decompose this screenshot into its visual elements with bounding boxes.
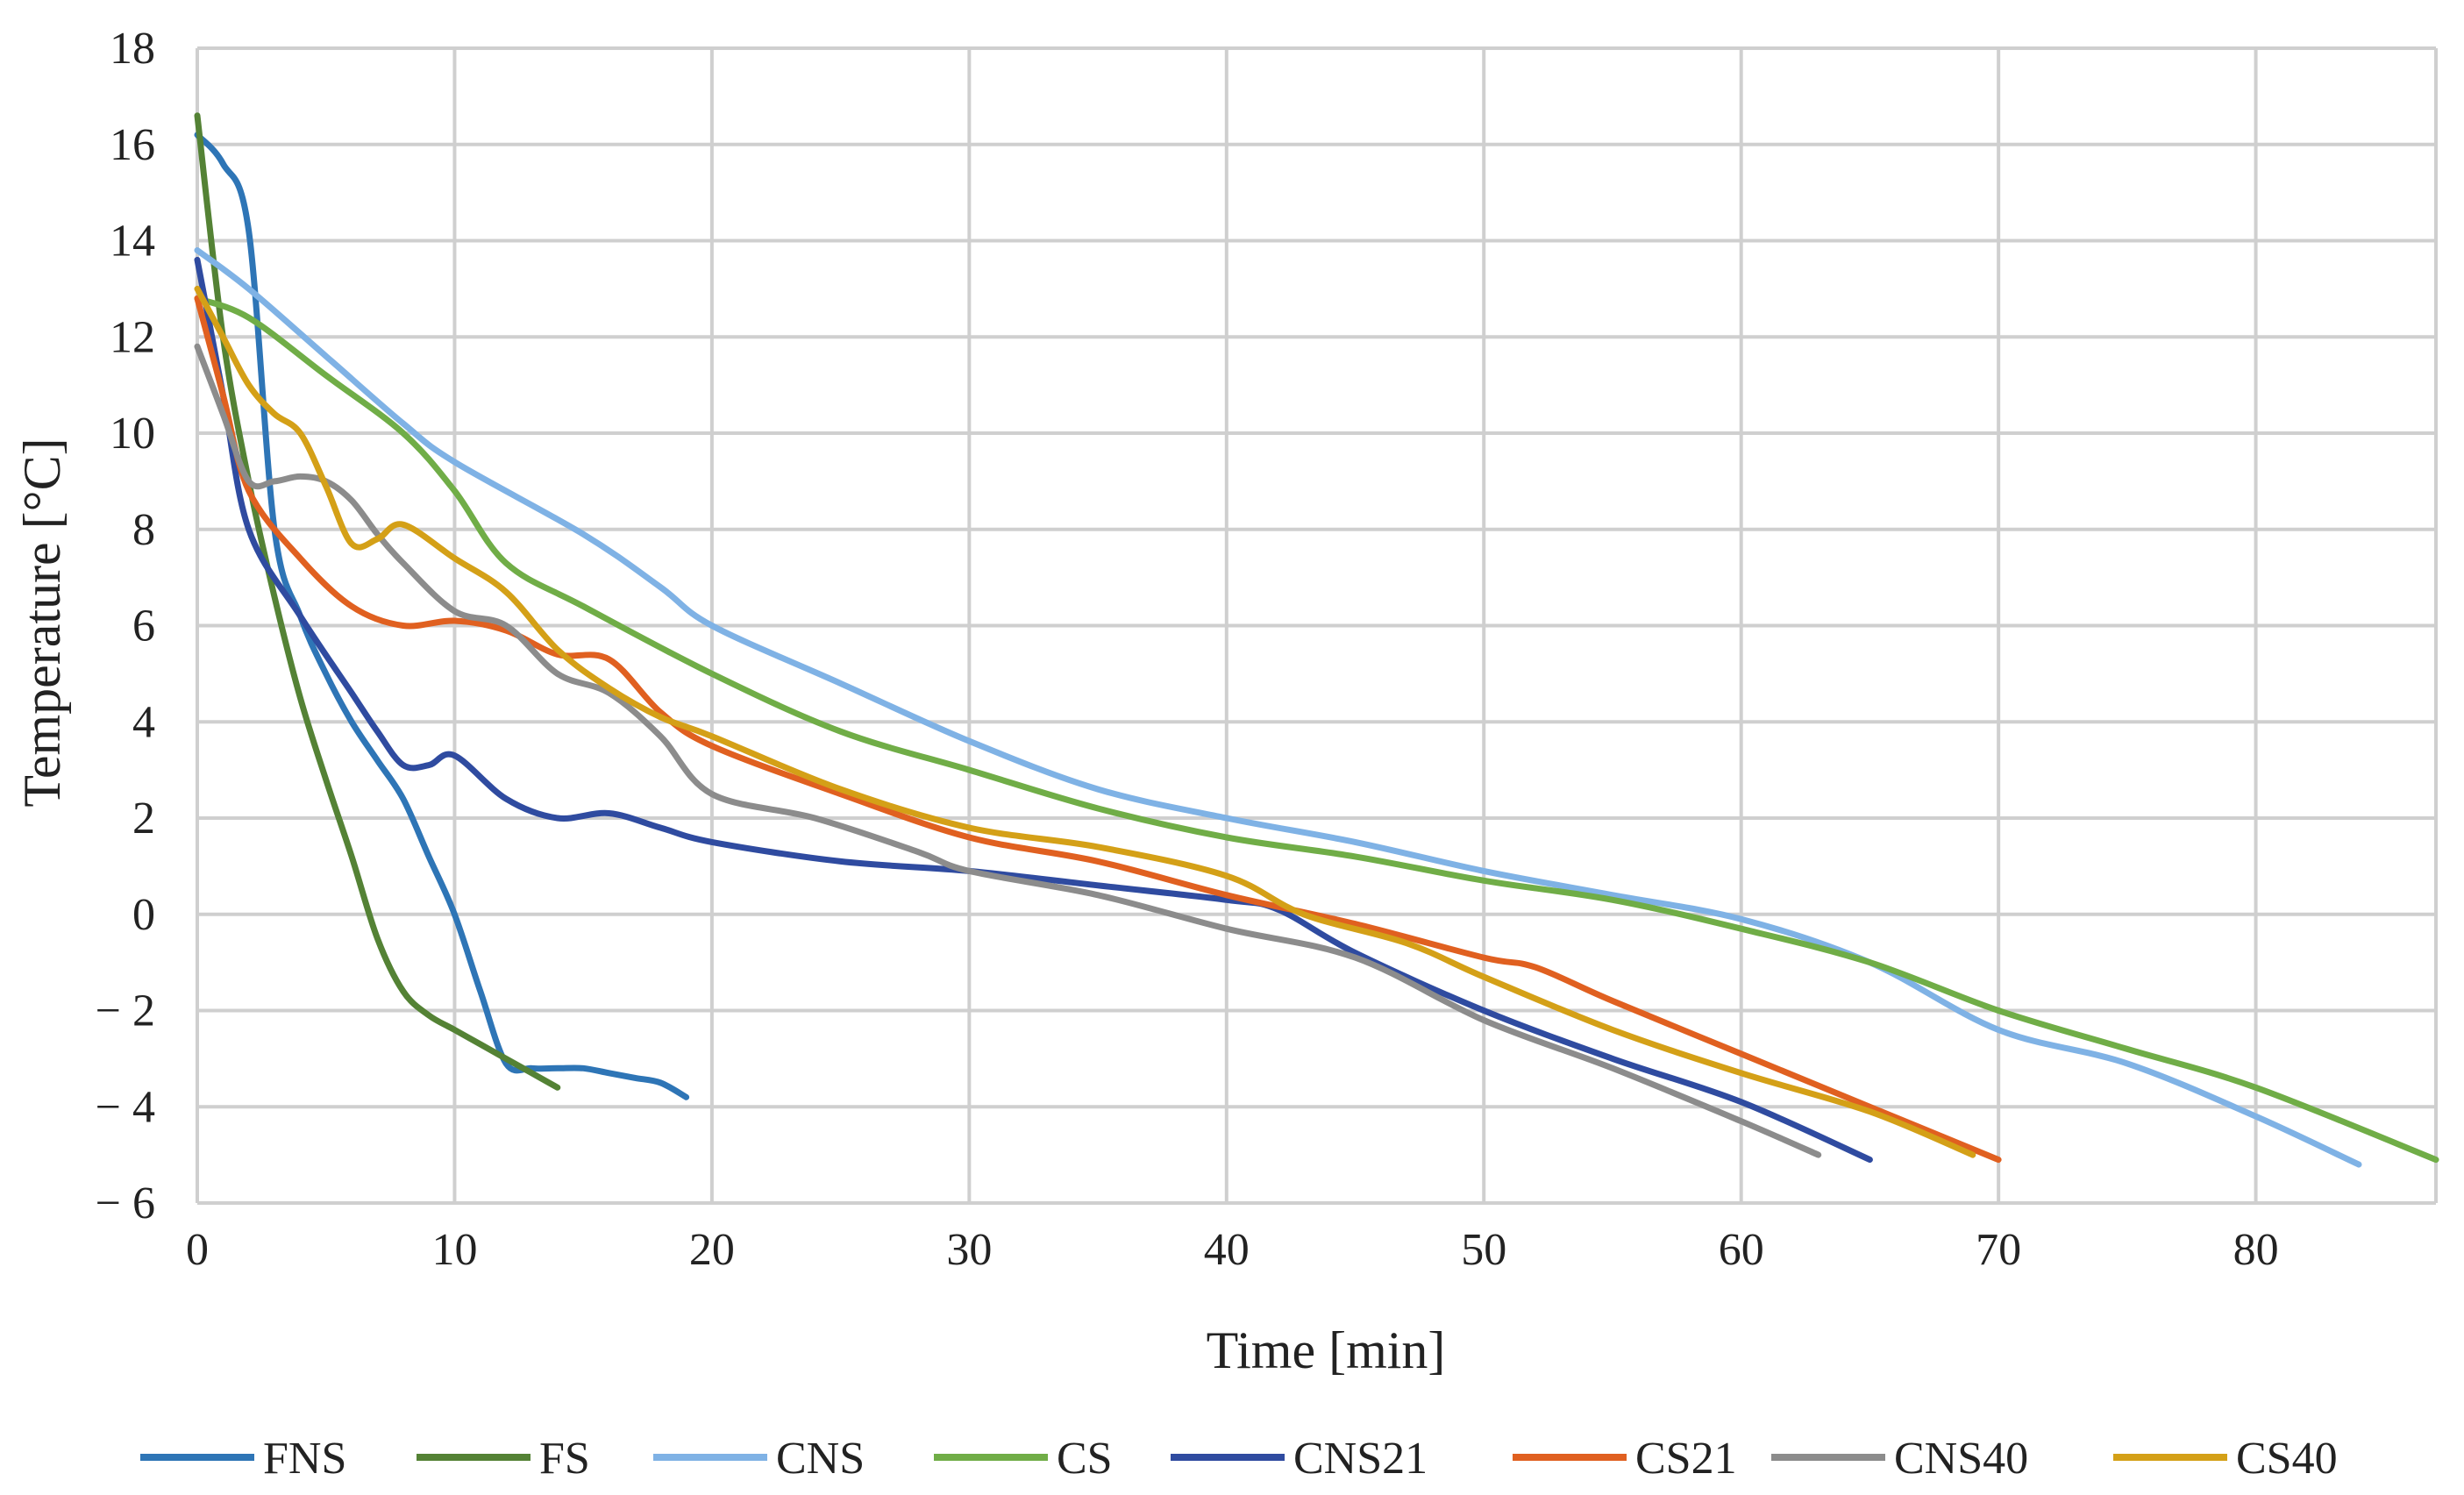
y-tick-label: − 4 [96, 1082, 155, 1132]
y-tick-label: 0 [132, 890, 155, 940]
legend-label-fns: FNS [263, 1434, 346, 1484]
x-axis-title: Time [min] [1207, 1321, 1446, 1379]
series-line-cns [194, 247, 2362, 1168]
series-line-cs40 [194, 285, 1976, 1158]
legend-label-cns: CNS [776, 1434, 865, 1484]
legend-label-cns40: CNS40 [1894, 1434, 2028, 1484]
y-tick-label: − 2 [96, 986, 155, 1036]
x-tick-label: 0 [186, 1225, 209, 1275]
y-tick-label: 14 [110, 217, 155, 267]
x-tick-label: 50 [1461, 1225, 1506, 1275]
y-tick-label: 12 [110, 312, 155, 362]
y-tick-label: − 6 [96, 1178, 155, 1228]
y-tick-label: 2 [132, 794, 155, 844]
x-tick-label: 60 [1719, 1225, 1764, 1275]
x-tick-label: 80 [2233, 1225, 2279, 1275]
x-tick-label: 30 [946, 1225, 992, 1275]
series-lines [194, 112, 2439, 1168]
series-line-cns40 [194, 343, 1822, 1158]
y-axis-title: Temperature [°C] [13, 438, 71, 807]
legend-label-cs: CS [1057, 1434, 1113, 1484]
y-axis-ticks: 18 16 14 12 10 8 6 4 2 0 − 2 − 4 − 6 [96, 24, 155, 1228]
grid [196, 46, 2438, 1205]
series-line-cns21 [194, 256, 1873, 1164]
legend-label-cs21: CS21 [1635, 1434, 1737, 1484]
y-tick-label: 6 [132, 602, 155, 651]
y-tick-label: 10 [110, 409, 155, 459]
legend-label-cs40: CS40 [2236, 1434, 2338, 1484]
series-line-fs [194, 112, 561, 1091]
legend: FNS FS CNS CS CNS21 CS21 CNS40 CS40 [140, 1434, 2338, 1484]
x-tick-label: 40 [1204, 1225, 1250, 1275]
x-axis-ticks: 0 10 20 30 40 50 60 70 80 [186, 1225, 2279, 1275]
x-tick-label: 70 [1976, 1225, 2021, 1275]
y-tick-label: 8 [132, 505, 155, 555]
x-tick-label: 10 [431, 1225, 477, 1275]
y-tick-label: 16 [110, 120, 155, 170]
legend-label-fs: FS [539, 1434, 590, 1484]
x-tick-label: 20 [689, 1225, 735, 1275]
y-tick-label: 4 [132, 697, 155, 747]
series-line-cs [194, 295, 2439, 1164]
series-line-fns [194, 132, 690, 1100]
y-tick-label: 18 [110, 24, 155, 74]
series-line-cs21 [194, 295, 2002, 1164]
legend-label-cns21: CNS21 [1293, 1434, 1428, 1484]
